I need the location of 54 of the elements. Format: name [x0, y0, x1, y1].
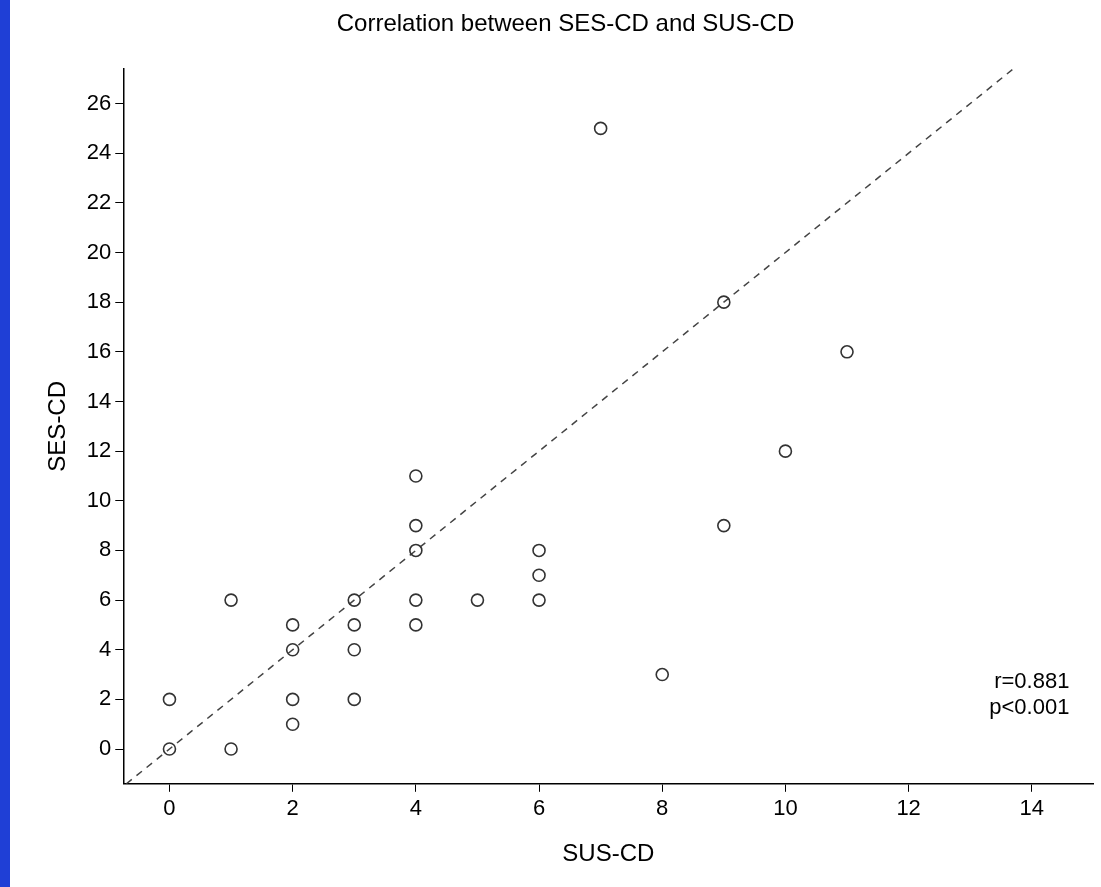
x-tick-label: 0	[163, 795, 176, 821]
y-tick-label: 6	[99, 586, 112, 612]
y-tick-label: 14	[86, 387, 112, 413]
point	[224, 593, 238, 607]
point	[593, 121, 608, 136]
point	[347, 618, 362, 632]
annotation: p<0.001	[989, 693, 1070, 719]
point	[347, 692, 362, 707]
point	[778, 444, 793, 458]
point	[347, 642, 362, 657]
x-tick-label: 2	[286, 795, 299, 821]
y-tick-label: 16	[86, 337, 112, 363]
x-tick-label: 12	[896, 795, 921, 821]
y-tick-label: 26	[86, 89, 112, 115]
point	[409, 618, 423, 632]
x-tick-label: 8	[656, 795, 669, 821]
point	[224, 742, 238, 756]
chart-title: Correlation between SES-CD and SUS-CD	[336, 9, 795, 37]
point	[409, 543, 423, 558]
point	[162, 692, 177, 707]
x-axis-title: SUS-CD	[562, 839, 655, 867]
point	[409, 593, 423, 607]
annotation: r=0.881	[994, 667, 1070, 693]
point	[532, 593, 546, 607]
point	[532, 568, 546, 583]
y-tick-label: 8	[99, 536, 112, 562]
y-tick-label: 24	[86, 139, 112, 165]
y-tick-label: 12	[86, 437, 112, 463]
point	[285, 642, 300, 657]
point	[717, 295, 731, 309]
point	[285, 692, 300, 707]
x-tick-label: 4	[409, 795, 422, 821]
point	[840, 345, 854, 359]
point	[717, 518, 731, 533]
y-tick-label: 10	[86, 486, 112, 512]
y-tick-label: 20	[86, 238, 112, 264]
point	[162, 742, 177, 756]
point	[347, 593, 362, 607]
y-tick-label: 18	[86, 288, 112, 314]
y-tick-label: 0	[99, 735, 112, 761]
y-tick-label: 4	[99, 635, 112, 661]
x-tick-label: 14	[1019, 795, 1045, 821]
y-axis-title: SES-CD	[43, 380, 71, 472]
point	[655, 667, 670, 682]
x-tick-label: 6	[532, 795, 546, 821]
y-tick-label: 22	[86, 188, 112, 214]
point	[285, 717, 300, 732]
y-tick-label: 2	[99, 685, 112, 711]
point	[409, 469, 423, 483]
point	[409, 518, 423, 533]
x-tick-label: 10	[773, 795, 798, 821]
point	[532, 543, 546, 558]
point	[285, 618, 300, 632]
point	[470, 593, 485, 607]
